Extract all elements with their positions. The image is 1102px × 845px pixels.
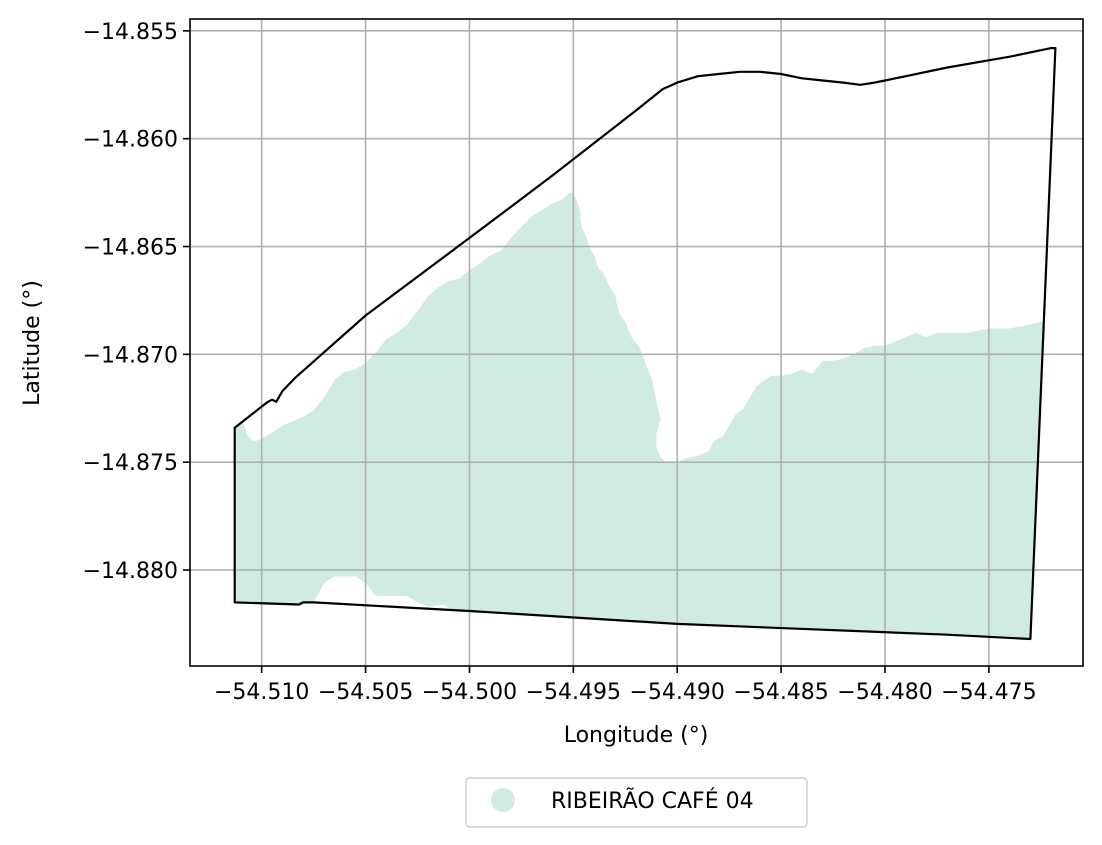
x-axis-ticks: −54.510 −54.505 −54.500 −54.495 −54.490 −54.4… [214,666,1037,705]
y-tick-label: −14.880 [83,559,178,584]
x-tick-label: −54.490 [630,680,725,705]
y-axis-ticks: −14.855 −14.860 −14.865 −14.870 −14.875 −14.8… [83,20,190,584]
legend-label: RIBEIRÃO CAFÉ 04 [551,787,754,814]
x-tick-label: −54.505 [318,680,413,705]
x-tick-label: −54.495 [526,680,621,705]
area-layer [234,192,1045,639]
y-tick-label: −14.855 [83,20,178,45]
legend-frame [465,777,808,828]
y-axis-title: Latitude (°) [20,280,45,406]
x-tick-label: −54.480 [837,680,932,705]
x-axis-title: Longitude (°) [564,723,709,748]
y-tick-label: −14.875 [83,451,178,476]
grid-lines [190,19,1083,666]
boundary-outline [233,46,1057,641]
x-tick-label: −54.500 [422,680,517,705]
legend: RIBEIRÃO CAFÉ 04 [465,777,808,828]
plot-frame [189,18,1084,667]
boundary-layer [233,46,1057,641]
y-tick-label: −14.865 [83,236,178,261]
x-tick-label: −54.475 [941,680,1036,705]
x-tick-label: −54.485 [733,680,828,705]
area-polygon [234,192,1045,639]
y-tick-label: −14.870 [83,343,178,368]
y-tick-label: −14.860 [83,128,178,153]
legend-marker [491,788,515,812]
x-tick-label: −54.510 [214,680,309,705]
